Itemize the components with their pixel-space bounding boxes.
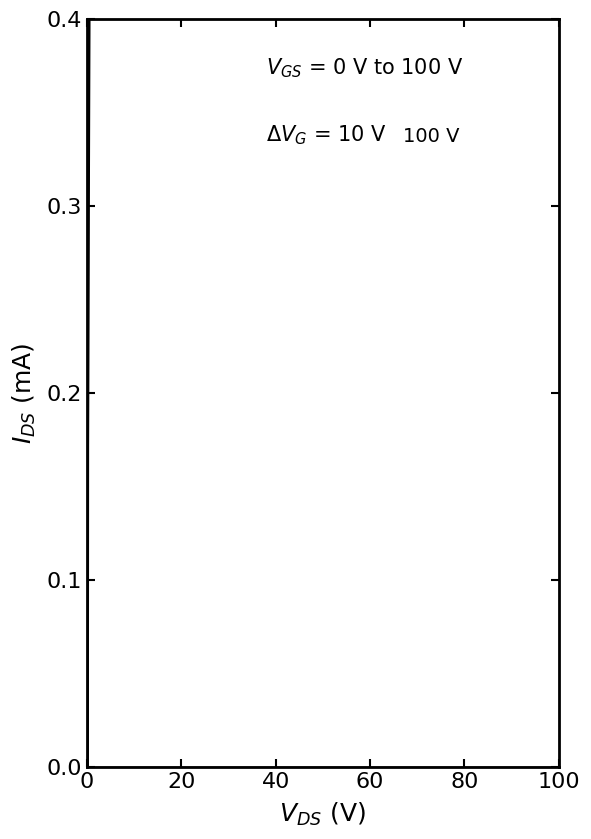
Text: $V_{GS}$ = 0 V to 100 V: $V_{GS}$ = 0 V to 100 V — [266, 56, 463, 81]
X-axis label: $V_{DS}$ (V): $V_{DS}$ (V) — [280, 800, 366, 828]
Text: $\Delta V_{G}$ = 10 V: $\Delta V_{G}$ = 10 V — [266, 124, 387, 148]
Text: 100 V: 100 V — [403, 128, 459, 147]
Y-axis label: $I_{DS}$ (mA): $I_{DS}$ (mA) — [11, 342, 38, 444]
